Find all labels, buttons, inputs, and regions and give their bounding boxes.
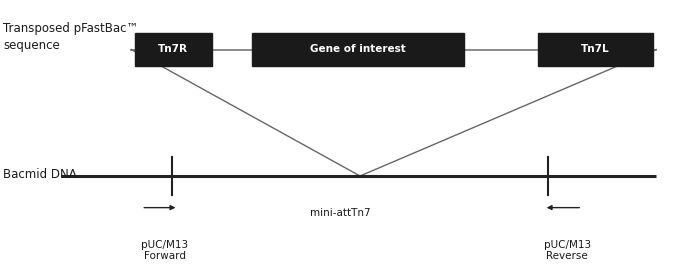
Text: Tn7R: Tn7R: [158, 45, 188, 54]
Text: Gene of interest: Gene of interest: [310, 45, 406, 54]
Text: pUC/M13
Reverse: pUC/M13 Reverse: [544, 240, 591, 261]
Bar: [538, 33, 653, 66]
Text: pUC/M13
Forward: pUC/M13 Forward: [141, 240, 188, 261]
Text: Bacmid DNA: Bacmid DNA: [3, 168, 77, 181]
Bar: [252, 33, 464, 66]
Bar: [135, 33, 212, 66]
Text: Transposed pFastBac™
sequence: Transposed pFastBac™ sequence: [3, 22, 139, 52]
Text: Tn7L: Tn7L: [581, 45, 610, 54]
Text: mini-attTn7: mini-attTn7: [310, 208, 370, 218]
